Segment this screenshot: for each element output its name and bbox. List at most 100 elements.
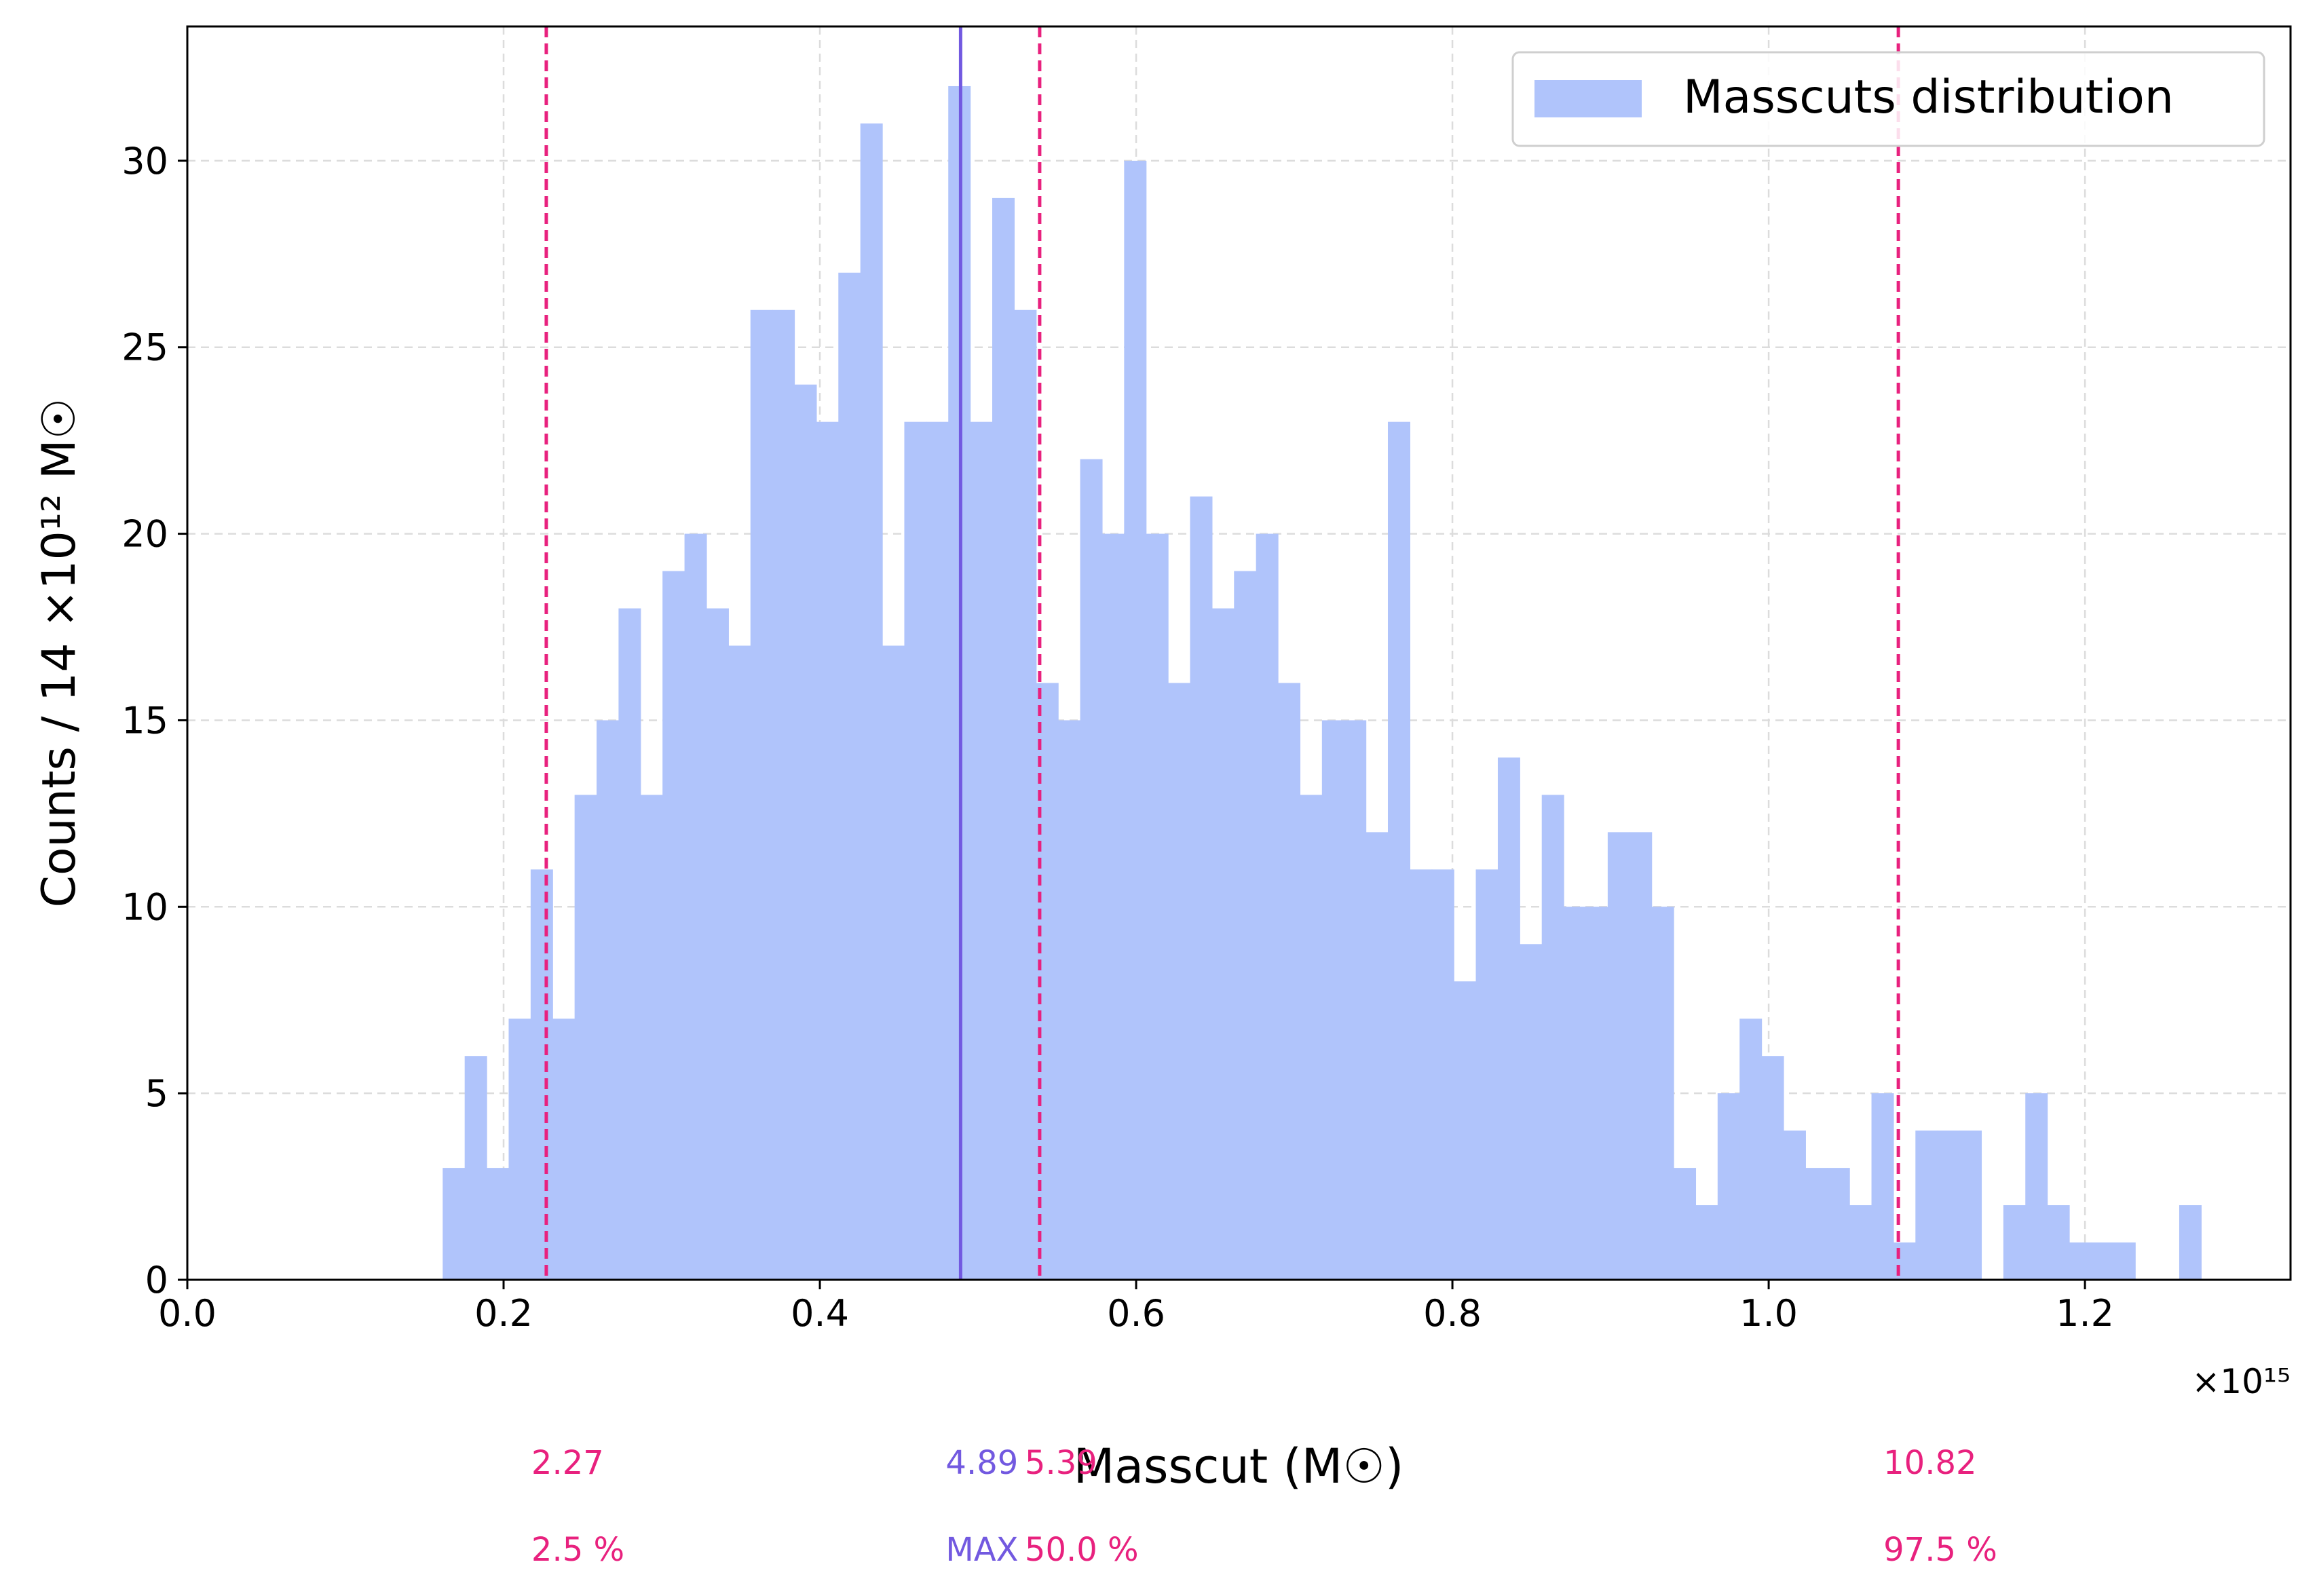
histogram-bar — [1607, 832, 1630, 1280]
histogram-bar — [487, 1168, 510, 1280]
legend: Masscuts distribution — [1511, 51, 2265, 147]
histogram-bar — [1365, 832, 1389, 1280]
x-tick-label: 0.8 — [1423, 1292, 1482, 1335]
histogram-bar — [662, 571, 685, 1280]
histogram-bar — [1278, 683, 1301, 1280]
histogram-bar — [1564, 907, 1587, 1280]
y-axis: 0 5 10 15 20 25 30 — [121, 140, 187, 1302]
histogram-bar — [1805, 1168, 1828, 1280]
histogram-bar — [816, 421, 839, 1280]
histogram-bar — [552, 1019, 576, 1280]
histogram-bar — [684, 533, 707, 1280]
histogram-bar — [1234, 571, 1257, 1280]
plot-frame — [186, 25, 2292, 1281]
x-tick-label: 0.4 — [791, 1292, 849, 1335]
histogram-bar — [1541, 795, 1564, 1280]
x-axis-label: Masscut (M☉) — [1074, 1439, 1404, 1494]
marker-annotations: 2.27 2.5 % 4.89 MAX 5.39 50.0 % 10.82 97.5 % — [531, 1444, 1997, 1569]
histogram-bar — [1058, 720, 1081, 1280]
marker-value-label: 4.89 — [945, 1444, 1018, 1482]
histogram-bar — [1475, 869, 1499, 1280]
histogram-bar — [1124, 160, 1147, 1280]
histogram-bar — [1871, 1093, 1894, 1280]
histogram-bar — [2113, 1242, 2136, 1280]
histogram-bar — [1344, 720, 1367, 1280]
x-axis: 0.0 0.2 0.4 0.6 0.8 1.0 1.2 — [158, 1280, 2114, 1335]
histogram-bar — [1431, 869, 1454, 1280]
histogram-bar — [1959, 1130, 1982, 1280]
x-multiplier: ×10¹⁵ — [2191, 1362, 2291, 1401]
histogram-bar — [750, 309, 773, 1280]
histogram-bar — [464, 1056, 487, 1280]
marker-value-label: 5.39 — [1025, 1444, 1097, 1482]
histogram-bar — [1739, 1019, 1763, 1280]
histogram-bar — [794, 384, 817, 1280]
histogram-bar — [1497, 757, 1520, 1280]
marker-percent-label: 50.0 % — [1025, 1531, 1139, 1569]
histogram-bar — [530, 869, 553, 1280]
histogram-bar — [2003, 1205, 2026, 1280]
histogram-bar — [2179, 1205, 2202, 1280]
histogram-bar — [860, 123, 883, 1280]
y-tick-label: 5 — [145, 1072, 168, 1115]
histogram-bar — [1783, 1130, 1806, 1280]
marker-value-label: 2.27 — [531, 1444, 604, 1482]
histogram-bar — [597, 720, 620, 1280]
histogram-bar — [1761, 1056, 1784, 1280]
histogram-bar — [2069, 1242, 2092, 1280]
x-tick-label: 0.0 — [158, 1292, 216, 1335]
histogram-bar — [728, 645, 751, 1280]
histogram-bar — [1168, 683, 1191, 1280]
legend-label: Masscuts distribution — [1683, 71, 2174, 124]
x-tick-label: 1.2 — [2056, 1292, 2114, 1335]
histogram-bar — [2091, 1242, 2114, 1280]
histogram-bar — [618, 608, 641, 1280]
x-tick-label: 0.6 — [1107, 1292, 1165, 1335]
marker-lines — [544, 26, 1900, 1280]
histogram-bar — [1849, 1205, 1872, 1280]
histogram-bar — [1014, 309, 1037, 1280]
histogram-bar — [1585, 907, 1608, 1280]
histogram-bar — [882, 645, 905, 1280]
x-tick-label: 1.0 — [1739, 1292, 1798, 1335]
y-tick-label: 15 — [121, 699, 168, 742]
histogram-bars — [442, 86, 2202, 1280]
histogram-bar — [706, 608, 729, 1280]
legend-box — [1511, 51, 2265, 147]
y-tick-label: 20 — [121, 513, 168, 556]
histogram-bar — [1387, 421, 1410, 1280]
histogram-bar — [1211, 608, 1235, 1280]
legend-swatch — [1534, 80, 1642, 117]
histogram-bar — [1520, 944, 1543, 1280]
histogram-bar — [1101, 533, 1125, 1280]
marker-percent-label: 97.5 % — [1883, 1531, 1997, 1569]
histogram-bar — [1915, 1130, 1938, 1280]
histogram-bar — [1190, 496, 1213, 1280]
marker-percent-label: MAX — [945, 1531, 1018, 1569]
histogram-bar — [1827, 1168, 1850, 1280]
histogram-bar — [1937, 1130, 1960, 1280]
histogram-bar — [1256, 533, 1279, 1280]
y-tick-label: 0 — [145, 1259, 168, 1302]
histogram-bar — [1630, 832, 1653, 1280]
histogram-bar — [2025, 1093, 2048, 1280]
x-tick-label: 0.2 — [474, 1292, 533, 1335]
histogram-bar — [508, 1019, 531, 1280]
histogram-bar — [1300, 795, 1323, 1280]
histogram-bar — [1717, 1093, 1740, 1280]
histogram-bar — [1146, 533, 1169, 1280]
histogram-bar — [970, 421, 993, 1280]
marker-percent-label: 2.5 % — [531, 1531, 624, 1569]
y-axis-label: Counts / 14 ×10¹² M☉ — [33, 398, 86, 908]
histogram-bar — [1651, 907, 1674, 1280]
y-tick-label: 25 — [121, 326, 168, 369]
y-tick-label: 10 — [121, 886, 168, 928]
histogram-bar — [838, 272, 861, 1280]
histogram-bar — [904, 421, 927, 1280]
histogram-bar — [1410, 869, 1433, 1280]
histogram-bar — [442, 1168, 466, 1280]
histogram-bar — [1695, 1205, 1718, 1280]
histogram-bar — [992, 197, 1015, 1280]
histogram-bar — [2047, 1205, 2070, 1280]
